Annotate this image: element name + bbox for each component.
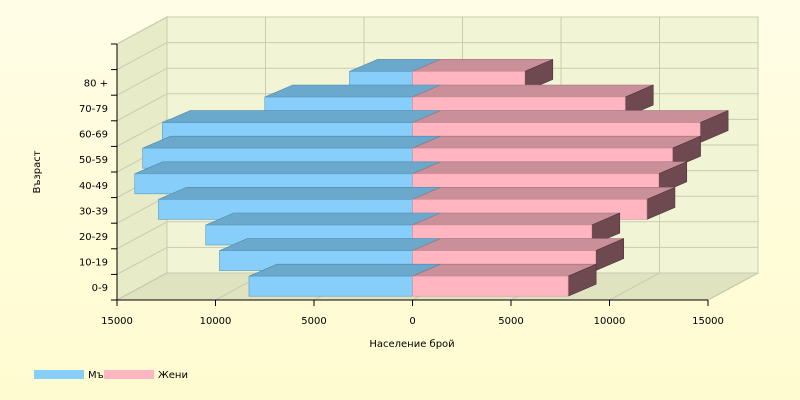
y-tick-label: 80 +: [84, 78, 108, 89]
bar-male-top: [162, 110, 441, 123]
plot-area: 0-9 10-19 20-29 30-39 40-49 50-59 60-69 70-79 80…: [79, 16, 759, 327]
y-tick-label: 40-49: [79, 181, 108, 192]
bar-female-top: [412, 84, 654, 98]
side-gridline: [116, 221, 168, 250]
bar-female-top: [412, 263, 597, 277]
x-tick-label: 10000: [594, 316, 626, 327]
side-gridline: [116, 42, 168, 71]
y-tick-label: 50-59: [79, 155, 108, 166]
y-tick-label: 60-69: [79, 130, 108, 141]
x-tick-label: 0: [409, 316, 415, 327]
x-tick-label: 5000: [301, 316, 326, 327]
bar-female-top: [412, 135, 701, 149]
bar-male: [248, 275, 413, 297]
side-gridline: [116, 118, 168, 147]
bar-male-top: [248, 263, 441, 277]
floor-gridline: [707, 272, 759, 301]
x-tick-label: 15000: [692, 316, 724, 327]
bar-male-top: [219, 238, 441, 251]
x-axis: 15000 10000 5000 0 5000 10000 15000: [101, 299, 724, 327]
bars: [134, 58, 729, 297]
x-tick-label: 5000: [498, 316, 523, 327]
legend: Мъже Жени: [34, 370, 188, 381]
x-tick-label: 15000: [101, 316, 133, 327]
legend-swatch-female: [104, 370, 154, 379]
bar-female: [412, 275, 569, 297]
y-tick-label: 30-39: [79, 206, 108, 217]
side-gridline: [116, 93, 168, 122]
side-gridline: [116, 272, 168, 301]
bar-male-top: [264, 84, 441, 98]
legend-label-female: Жени: [158, 370, 188, 381]
bar-male-top: [134, 161, 441, 175]
x-tick-label: 10000: [200, 316, 232, 327]
side-gridline: [116, 246, 168, 275]
bar-male-top: [205, 212, 441, 226]
bar-female-top: [412, 212, 620, 226]
bar-female-top: [412, 161, 687, 175]
y-axis-title: Възраст: [32, 150, 43, 193]
bar-female-top: [412, 110, 729, 123]
side-gridline: [116, 67, 168, 96]
y-tick-label: 10-19: [79, 258, 108, 269]
x-axis-title: Население брой: [369, 339, 454, 350]
legend-label-male: Мъже: [88, 370, 119, 381]
legend-swatch-male: [34, 370, 84, 379]
floor-gridline: [609, 272, 660, 301]
bar-female-top: [412, 238, 624, 251]
y-tick-label: 20-29: [79, 232, 108, 243]
y-tick-label: 70-79: [79, 104, 108, 115]
y-tick-label: 0-9: [92, 283, 108, 294]
side-gridline: [116, 16, 168, 45]
bar-female-top: [412, 187, 676, 200]
bar-male-top: [158, 187, 441, 200]
bar-male-top: [142, 135, 441, 149]
y-axis: 0-9 10-19 20-29 30-39 40-49 50-59 60-69 70-79 80…: [79, 43, 118, 301]
